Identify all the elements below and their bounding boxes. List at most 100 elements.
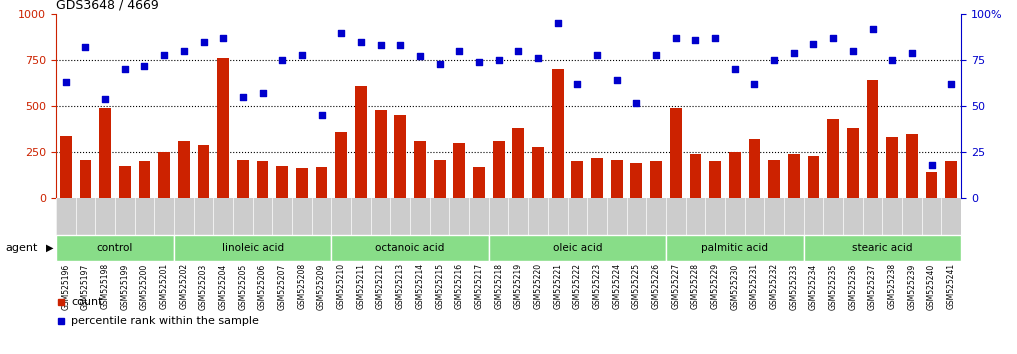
Point bbox=[274, 57, 291, 63]
Point bbox=[353, 39, 369, 45]
Point bbox=[117, 67, 133, 72]
Bar bbox=[473, 167, 485, 198]
FancyBboxPatch shape bbox=[332, 235, 489, 261]
Bar bbox=[433, 160, 445, 198]
Point bbox=[923, 162, 940, 168]
Bar bbox=[237, 160, 249, 198]
Point bbox=[904, 50, 920, 56]
Text: count: count bbox=[71, 297, 103, 307]
Point bbox=[136, 63, 153, 69]
Text: agent: agent bbox=[5, 243, 38, 253]
Bar bbox=[315, 167, 327, 198]
Text: octanoic acid: octanoic acid bbox=[375, 243, 444, 253]
Bar bbox=[256, 161, 268, 198]
Text: oleic acid: oleic acid bbox=[552, 243, 602, 253]
Bar bbox=[119, 166, 131, 198]
Point bbox=[570, 81, 586, 87]
Bar bbox=[650, 161, 662, 198]
Point bbox=[156, 52, 172, 57]
Point bbox=[549, 21, 565, 26]
Point bbox=[254, 91, 271, 96]
Bar bbox=[611, 160, 622, 198]
Point bbox=[864, 26, 881, 32]
Text: stearic acid: stearic acid bbox=[852, 243, 912, 253]
Point bbox=[490, 57, 506, 63]
Point bbox=[452, 48, 468, 54]
Point bbox=[648, 52, 664, 57]
Point bbox=[845, 48, 861, 54]
Bar bbox=[277, 166, 288, 198]
Point bbox=[943, 81, 959, 87]
Bar bbox=[827, 119, 839, 198]
Point bbox=[412, 54, 428, 59]
Bar bbox=[925, 172, 938, 198]
Bar bbox=[866, 80, 879, 198]
Point bbox=[707, 35, 723, 41]
Point bbox=[372, 42, 388, 48]
Bar bbox=[572, 161, 584, 198]
Point bbox=[215, 35, 231, 41]
Point bbox=[471, 59, 487, 65]
Bar bbox=[847, 128, 858, 198]
Bar bbox=[138, 161, 151, 198]
Bar bbox=[532, 147, 544, 198]
Point bbox=[294, 52, 310, 57]
Bar bbox=[296, 168, 308, 198]
Point bbox=[786, 50, 802, 56]
Point bbox=[805, 41, 822, 46]
Point bbox=[687, 37, 704, 43]
Point bbox=[608, 78, 624, 83]
Bar bbox=[79, 160, 92, 198]
Bar bbox=[670, 108, 681, 198]
Point bbox=[589, 52, 605, 57]
Point bbox=[97, 96, 113, 102]
Text: ▶: ▶ bbox=[46, 243, 53, 253]
Point bbox=[530, 56, 546, 61]
Point bbox=[884, 57, 900, 63]
Bar bbox=[395, 115, 406, 198]
Bar bbox=[454, 143, 465, 198]
Bar bbox=[690, 154, 702, 198]
Bar bbox=[374, 110, 386, 198]
Bar bbox=[197, 145, 210, 198]
Bar bbox=[631, 163, 643, 198]
Bar bbox=[355, 86, 367, 198]
Bar bbox=[946, 161, 957, 198]
Text: linoleic acid: linoleic acid bbox=[222, 243, 284, 253]
Point bbox=[825, 35, 841, 41]
Bar bbox=[807, 156, 820, 198]
Bar bbox=[336, 132, 347, 198]
Point bbox=[235, 94, 251, 100]
Bar bbox=[886, 137, 898, 198]
FancyBboxPatch shape bbox=[56, 235, 174, 261]
Bar bbox=[906, 134, 917, 198]
Point bbox=[176, 48, 192, 54]
Point bbox=[766, 57, 782, 63]
Bar bbox=[513, 128, 524, 198]
Point bbox=[746, 81, 763, 87]
FancyBboxPatch shape bbox=[803, 235, 961, 261]
Point bbox=[393, 42, 409, 48]
Bar bbox=[768, 160, 780, 198]
Point bbox=[77, 45, 94, 50]
FancyBboxPatch shape bbox=[174, 235, 332, 261]
FancyBboxPatch shape bbox=[489, 235, 666, 261]
Point bbox=[195, 39, 212, 45]
Text: GDS3648 / 4669: GDS3648 / 4669 bbox=[56, 0, 159, 12]
Bar bbox=[218, 58, 229, 198]
Point bbox=[313, 113, 330, 118]
Text: percentile rank within the sample: percentile rank within the sample bbox=[71, 316, 259, 326]
Bar bbox=[159, 152, 170, 198]
Point bbox=[726, 67, 742, 72]
Point bbox=[431, 61, 447, 67]
Bar bbox=[788, 154, 799, 198]
Bar bbox=[100, 108, 111, 198]
Text: control: control bbox=[97, 243, 133, 253]
Point bbox=[511, 48, 527, 54]
Bar bbox=[493, 141, 504, 198]
Bar bbox=[709, 161, 721, 198]
Point bbox=[629, 100, 645, 105]
Bar bbox=[749, 139, 761, 198]
Bar bbox=[552, 69, 563, 198]
Bar bbox=[729, 152, 740, 198]
